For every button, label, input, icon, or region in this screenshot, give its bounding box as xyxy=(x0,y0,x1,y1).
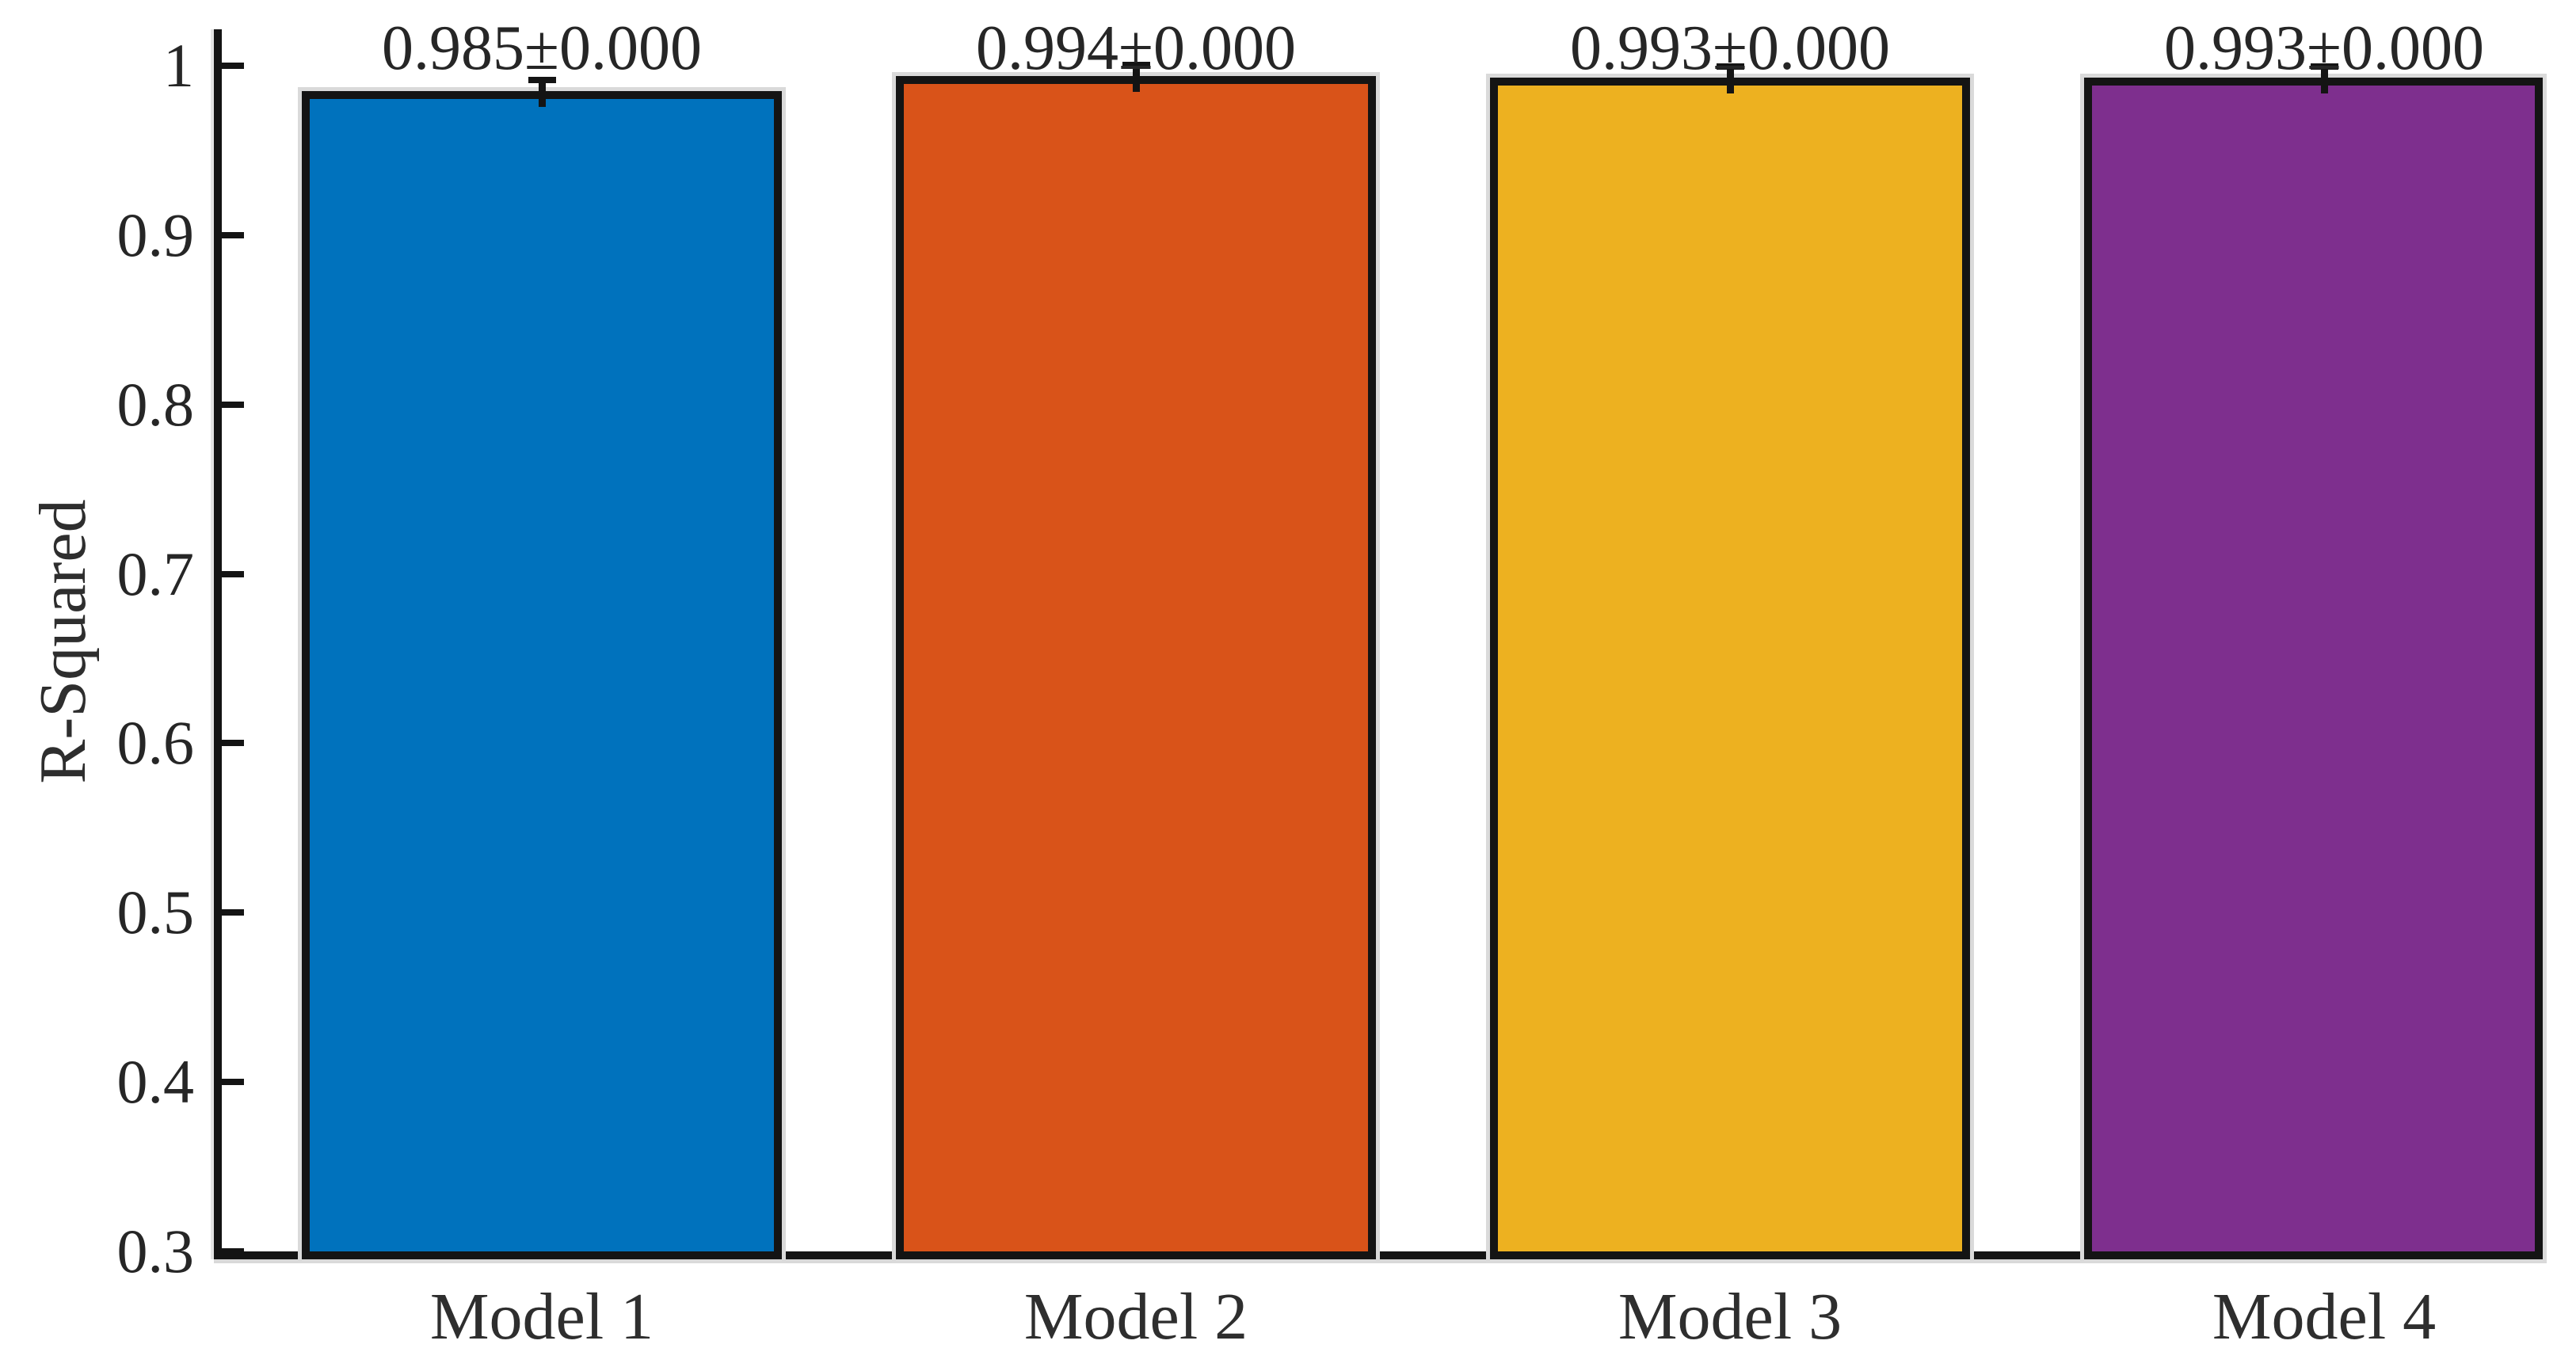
error-bar-cap xyxy=(2311,63,2338,70)
bar xyxy=(896,76,1376,1259)
y-axis-line xyxy=(214,29,222,1259)
bar-value-label: 0.994±0.000 xyxy=(976,13,1296,83)
bar-value-label: 0.993±0.000 xyxy=(1570,13,1890,83)
y-tick xyxy=(222,571,244,577)
y-tick xyxy=(222,909,244,916)
y-tick xyxy=(222,63,244,69)
x-category-label: Model 3 xyxy=(1618,1280,1842,1354)
y-tick xyxy=(222,1248,244,1255)
error-bar-cap xyxy=(1717,63,1744,70)
error-bar xyxy=(539,80,546,107)
y-tick-label: 0.3 xyxy=(116,1217,195,1285)
y-tick-label: 0.8 xyxy=(116,370,195,439)
error-bar-cap xyxy=(1122,62,1150,68)
y-tick xyxy=(222,232,244,238)
y-tick-label: 0.5 xyxy=(116,878,195,946)
x-category-label: Model 4 xyxy=(2212,1280,2437,1354)
x-category-label: Model 1 xyxy=(429,1280,654,1354)
y-tick-label: 1 xyxy=(163,31,194,100)
error-bar xyxy=(2321,67,2328,93)
y-tick xyxy=(222,740,244,746)
y-tick xyxy=(222,402,244,408)
bar xyxy=(302,91,782,1259)
error-bar xyxy=(1133,65,1140,92)
bar-value-label: 0.993±0.000 xyxy=(2164,13,2484,83)
bar-value-label: 0.985±0.000 xyxy=(382,13,702,83)
y-tick-label: 0.7 xyxy=(116,539,195,608)
y-tick-label: 0.4 xyxy=(116,1047,195,1116)
y-tick-label: 0.9 xyxy=(116,200,195,269)
x-axis-line xyxy=(214,1251,2543,1259)
bar xyxy=(2084,78,2543,1259)
error-bar xyxy=(1727,67,1734,93)
error-bar-cap xyxy=(528,77,556,83)
bar xyxy=(1490,78,1970,1259)
x-category-label: Model 2 xyxy=(1023,1280,1248,1354)
y-tick-label: 0.6 xyxy=(116,708,195,777)
y-tick xyxy=(222,1079,244,1085)
